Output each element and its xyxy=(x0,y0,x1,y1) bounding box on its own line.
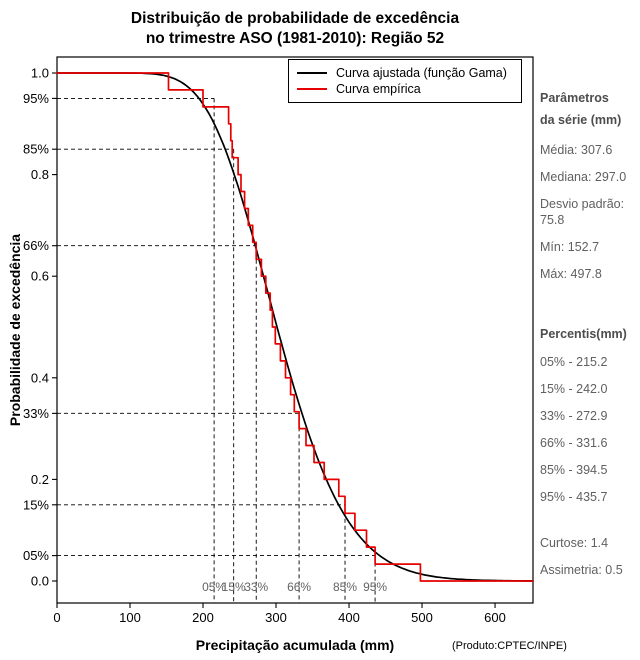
x-percentile-label: 33% xyxy=(244,580,268,594)
x-percentile-label: 66% xyxy=(287,580,311,594)
chart-title-line1: Distribuição de probabilidade de excedên… xyxy=(130,10,460,27)
x-percentile-label: 05% xyxy=(202,580,226,594)
percentil-05: 05% - 215.2 xyxy=(540,355,608,369)
x-percentile-label: 85% xyxy=(333,580,357,594)
y-percent-label: 85% xyxy=(23,142,49,157)
x-tick-label: 100 xyxy=(119,610,141,625)
x-tick-label: 0 xyxy=(53,610,60,625)
x-tick-label: 500 xyxy=(411,610,433,625)
y-percent-label: 15% xyxy=(23,497,49,512)
x-percentile-label: 15% xyxy=(222,580,246,594)
x-tick-label: 600 xyxy=(484,610,506,625)
fitted-curve-swatch xyxy=(297,72,327,74)
stat-curtose: Curtose: 1.4 xyxy=(540,536,609,550)
percentis-title: Percentis(mm) xyxy=(540,327,627,341)
stats-sidebar: Parâmetros da série (mm) Média: 307.6 Me… xyxy=(540,90,638,589)
y-tick-label: 0.8 xyxy=(31,167,49,182)
x-axis-label: Precipitação acumulada (mm) xyxy=(195,637,395,653)
percentil-33: 33% - 272.9 xyxy=(540,409,608,423)
percentil-15: 15% - 242.0 xyxy=(540,382,608,396)
y-tick-label: 1.0 xyxy=(31,66,49,81)
y-percent-label: 05% xyxy=(23,548,49,563)
percentil-66: 66% - 331.6 xyxy=(540,436,608,450)
y-percent-label: 66% xyxy=(23,238,49,253)
legend-label-empirical: Curva empírica xyxy=(336,82,421,96)
params-title-line1: Parâmetros xyxy=(540,91,609,105)
legend-item-empirical: Curva empírica xyxy=(297,81,513,97)
empirical-curve xyxy=(56,72,534,582)
legend-label-fitted: Curva ajustada (função Gama) xyxy=(336,66,507,80)
plot-border xyxy=(56,56,534,604)
y-percent-label: 95% xyxy=(23,91,49,106)
y-axis-label: Probabilidade de excedência xyxy=(7,233,23,427)
x-tick-label: 300 xyxy=(265,610,287,625)
x-tick-label: 200 xyxy=(192,610,214,625)
stat-max: Máx: 497.8 xyxy=(540,267,602,281)
product-credit: (Produto:CPTEC/INPE) xyxy=(452,640,567,652)
stat-media: Média: 307.6 xyxy=(540,143,613,157)
params-title-line2: da série (mm) xyxy=(540,113,622,127)
y-tick-label: 0.0 xyxy=(31,574,49,589)
chart-title-line2: no trimestre ASO (1981-2010): Região 52 xyxy=(145,30,445,47)
legend-item-fitted: Curva ajustada (função Gama) xyxy=(297,65,513,81)
y-tick-label: 0.4 xyxy=(31,370,49,385)
stat-mediana: Mediana: 297.0 xyxy=(540,170,627,184)
stat-desvio-padrao: Desvio padrão: 75.8 xyxy=(540,197,625,227)
y-tick-label: 0.6 xyxy=(31,269,49,284)
legend: Curva ajustada (função Gama) Curva empír… xyxy=(288,59,522,103)
x-percentile-label: 95% xyxy=(363,580,387,594)
stat-min: Mín: 152.7 xyxy=(540,240,600,254)
stat-assimetria: Assimetria: 0.5 xyxy=(540,563,623,577)
y-tick-label: 0.2 xyxy=(31,472,49,487)
percentil-95: 95% - 435.7 xyxy=(540,490,608,504)
x-tick-label: 400 xyxy=(338,610,360,625)
empirical-curve-swatch xyxy=(297,88,327,90)
y-percent-label: 33% xyxy=(23,406,49,421)
percentil-85: 85% - 394.5 xyxy=(540,463,608,477)
chart-title: Distribuição de probabilidade de excedên… xyxy=(0,9,590,49)
